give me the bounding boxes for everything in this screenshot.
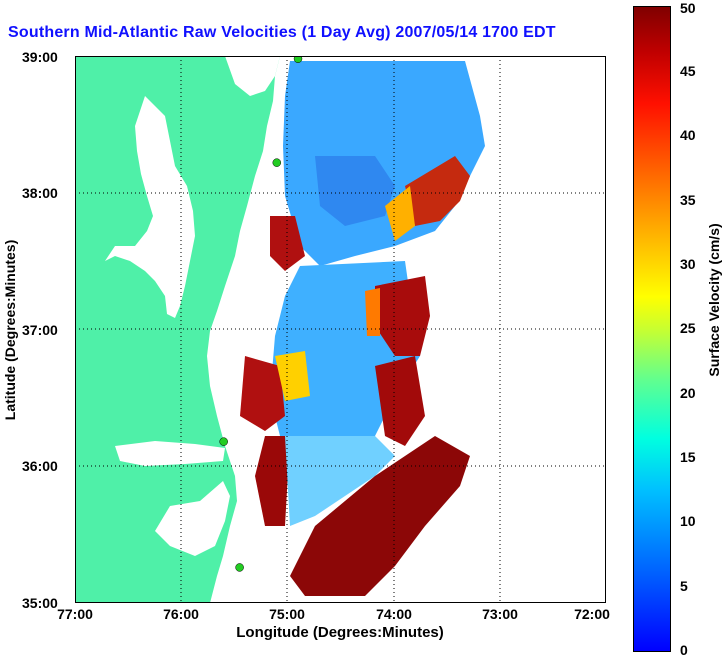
colorbar-tick-label: 35 [680, 192, 696, 208]
colorbar-tick-label: 45 [680, 63, 696, 79]
albemarle-sound [115, 441, 225, 466]
x-tick-label: 74:00 [376, 606, 412, 622]
x-tick-label: 72:00 [574, 606, 610, 622]
velocity-field [240, 61, 485, 596]
y-tick-label: 37:00 [22, 322, 58, 338]
colorbar-title: Surface Velocity (cm/s) [706, 223, 722, 377]
y-axis-label: Latitude (Degrees:Minutes) [2, 239, 18, 421]
velocity-map [75, 56, 606, 603]
x-tick-label: 73:00 [482, 606, 518, 622]
colorbar-tick-label: 50 [680, 0, 696, 16]
x-axis-label: Longitude (Degrees:Minutes) [236, 624, 444, 641]
station-marker [293, 56, 303, 63]
colorbar-tick-label: 0 [680, 642, 688, 658]
station-marker [235, 563, 244, 572]
colorbar-tick-label: 25 [680, 320, 696, 336]
land-mass [75, 56, 280, 603]
x-tick-label: 76:00 [163, 606, 199, 622]
colorbar [633, 6, 671, 652]
y-tick-label: 39:00 [22, 49, 58, 65]
station-marker [219, 437, 228, 446]
colorbar-tick-label: 5 [680, 578, 688, 594]
station-marker [272, 158, 282, 167]
colorbar-tick-label: 40 [680, 127, 696, 143]
colorbar-tick-label: 10 [680, 513, 696, 529]
y-tick-label: 36:00 [22, 458, 58, 474]
pamlico-sound [155, 481, 230, 556]
delaware-bay [225, 56, 280, 96]
x-tick-label: 75:00 [269, 606, 305, 622]
map-title: Southern Mid-Atlantic Raw Velocities (1 … [8, 24, 556, 41]
colorbar-tick-label: 20 [680, 385, 696, 401]
chesapeake-bay [105, 96, 195, 318]
colorbar-tick-label: 30 [680, 256, 696, 272]
station-markers [219, 56, 303, 572]
grid-lines [75, 56, 606, 603]
y-tick-label: 35:00 [22, 595, 58, 611]
colorbar-tick-label: 15 [680, 449, 696, 465]
map-canvas [75, 56, 606, 603]
y-tick-label: 38:00 [22, 185, 58, 201]
x-tick-label: 77:00 [57, 606, 93, 622]
